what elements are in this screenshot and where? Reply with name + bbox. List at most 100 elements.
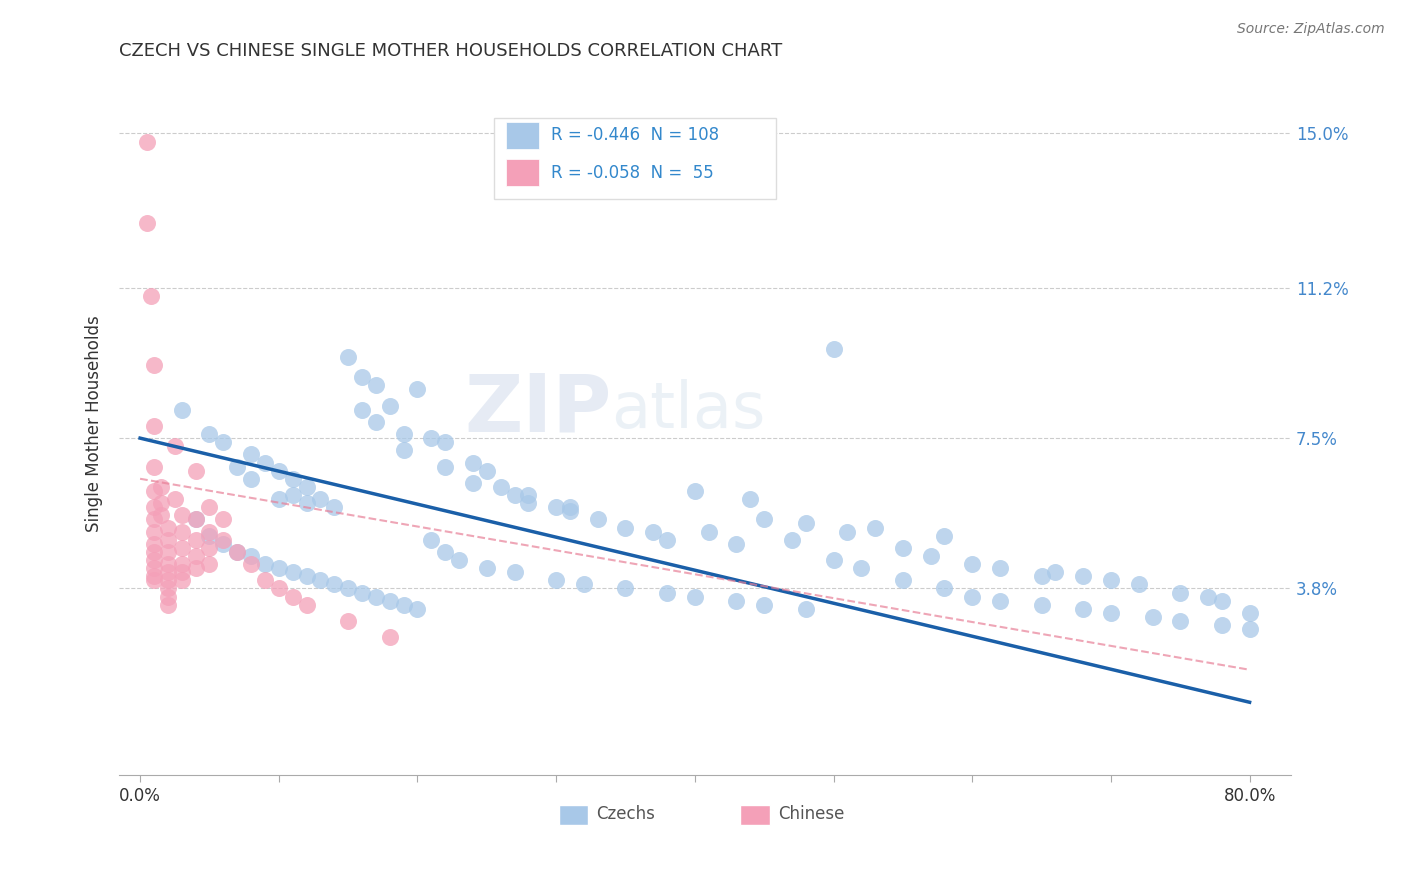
Point	[683, 590, 706, 604]
Point	[461, 475, 484, 490]
Text: ZIP: ZIP	[464, 371, 612, 449]
Point	[934, 529, 956, 543]
Point	[350, 585, 373, 599]
Point	[558, 500, 581, 515]
Point	[489, 480, 512, 494]
Text: R = -0.446  N = 108: R = -0.446 N = 108	[551, 127, 718, 145]
Point	[253, 557, 276, 571]
Y-axis label: Single Mother Households: Single Mother Households	[86, 316, 103, 533]
Text: CZECH VS CHINESE SINGLE MOTHER HOUSEHOLDS CORRELATION CHART: CZECH VS CHINESE SINGLE MOTHER HOUSEHOLD…	[120, 42, 783, 60]
Point	[142, 483, 165, 498]
Point	[891, 574, 914, 588]
Point	[475, 464, 498, 478]
Point	[142, 569, 165, 583]
Point	[420, 533, 443, 547]
Point	[934, 582, 956, 596]
Point	[267, 464, 290, 478]
Point	[240, 549, 263, 563]
Point	[295, 496, 318, 510]
Point	[794, 516, 817, 531]
Point	[823, 342, 845, 356]
FancyBboxPatch shape	[506, 122, 538, 149]
Point	[149, 508, 172, 523]
Point	[337, 614, 360, 628]
Point	[142, 574, 165, 588]
Point	[655, 585, 678, 599]
Point	[988, 593, 1011, 607]
Point	[1168, 614, 1191, 628]
FancyBboxPatch shape	[741, 805, 769, 824]
Point	[149, 496, 172, 510]
Point	[1128, 577, 1150, 591]
Point	[960, 590, 983, 604]
Point	[156, 598, 179, 612]
Point	[1211, 593, 1233, 607]
Point	[1071, 602, 1094, 616]
Point	[683, 483, 706, 498]
Point	[323, 500, 346, 515]
Point	[406, 383, 429, 397]
FancyBboxPatch shape	[558, 805, 588, 824]
Point	[1211, 618, 1233, 632]
Point	[170, 557, 193, 571]
Point	[267, 492, 290, 507]
Point	[309, 574, 332, 588]
Point	[156, 582, 179, 596]
Point	[586, 512, 609, 526]
Point	[449, 553, 471, 567]
Point	[156, 566, 179, 580]
Point	[212, 533, 235, 547]
Point	[156, 574, 179, 588]
Point	[1031, 598, 1053, 612]
Point	[212, 512, 235, 526]
Point	[350, 370, 373, 384]
Point	[503, 488, 526, 502]
Point	[655, 533, 678, 547]
Point	[281, 472, 304, 486]
Point	[156, 533, 179, 547]
Point	[546, 500, 568, 515]
Text: Czechs: Czechs	[596, 805, 655, 823]
Text: Chinese: Chinese	[778, 805, 844, 823]
Point	[184, 512, 207, 526]
Point	[364, 378, 387, 392]
Point	[1045, 566, 1067, 580]
Point	[281, 488, 304, 502]
Point	[378, 630, 401, 644]
Point	[141, 289, 163, 303]
Point	[212, 435, 235, 450]
Point	[960, 557, 983, 571]
Point	[156, 590, 179, 604]
Point	[198, 557, 221, 571]
Point	[697, 524, 720, 539]
Point	[392, 598, 415, 612]
Point	[198, 541, 221, 555]
Point	[142, 512, 165, 526]
Point	[364, 590, 387, 604]
Point	[1099, 606, 1122, 620]
Point	[1099, 574, 1122, 588]
Point	[794, 602, 817, 616]
Point	[281, 566, 304, 580]
Point	[434, 545, 457, 559]
Point	[149, 480, 172, 494]
Point	[156, 545, 179, 559]
Point	[142, 537, 165, 551]
Point	[920, 549, 942, 563]
Point	[170, 566, 193, 580]
Point	[226, 545, 249, 559]
Point	[434, 459, 457, 474]
Point	[740, 492, 762, 507]
Point	[725, 537, 748, 551]
Point	[1197, 590, 1219, 604]
Point	[1142, 610, 1164, 624]
Point	[198, 500, 221, 515]
Point	[1239, 606, 1261, 620]
Point	[851, 561, 873, 575]
Point	[1168, 585, 1191, 599]
Point	[863, 520, 886, 534]
Point	[558, 504, 581, 518]
Point	[142, 553, 165, 567]
Point	[614, 520, 637, 534]
Point	[198, 524, 221, 539]
